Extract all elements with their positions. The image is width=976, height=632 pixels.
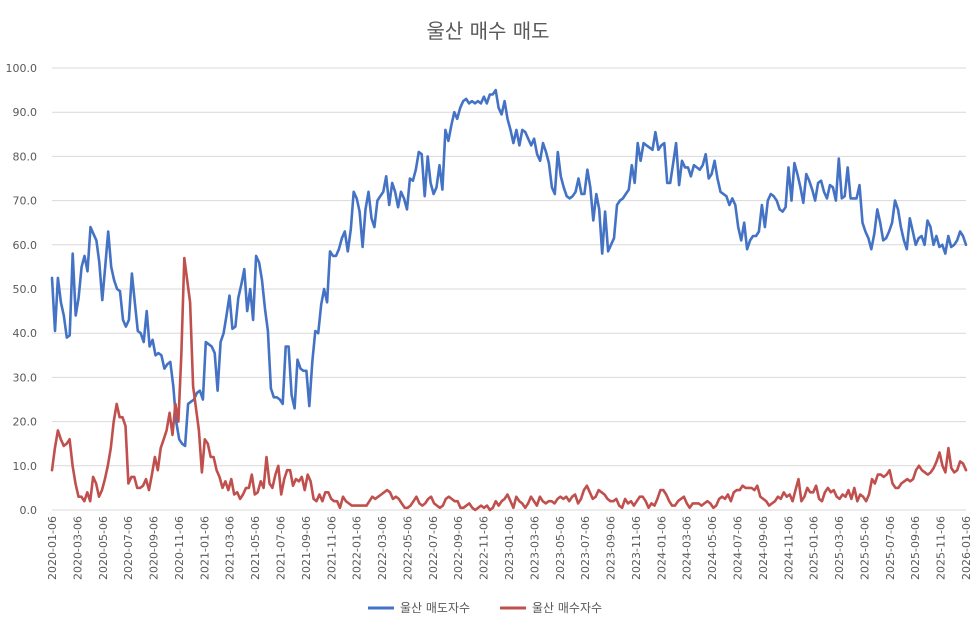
y-tick-label: 90.0	[13, 106, 38, 119]
x-tick-label: 2023-01-06	[503, 516, 516, 580]
y-tick-label: 60.0	[13, 239, 38, 252]
x-tick-label: 2024-11-06	[782, 516, 795, 580]
x-tick-label: 2025-09-06	[909, 516, 922, 580]
y-axis-ticks: 0.0 10.0 20.0 30.0 40.0 50.0 60.0 70.0 80.0 90.0 1…	[6, 62, 38, 517]
y-tick-label: 10.0	[13, 460, 38, 473]
x-tick-label: 2021-01-06	[198, 516, 211, 580]
x-tick-label: 2025-03-06	[833, 516, 846, 580]
x-tick-label: 2023-05-06	[554, 516, 567, 580]
x-tick-label: 2022-11-06	[478, 516, 491, 580]
x-tick-label: 2022-09-06	[452, 516, 465, 580]
x-tick-label: 2021-09-06	[300, 516, 313, 580]
grid-lines	[52, 67, 966, 511]
x-tick-label: 2023-07-06	[579, 516, 592, 580]
x-tick-label: 2024-01-06	[655, 516, 668, 580]
x-tick-label: 2022-03-06	[376, 516, 389, 580]
y-tick-label: 100.0	[6, 62, 38, 75]
legend: 울산 매도자수 울산 매수자수	[368, 601, 602, 615]
x-tick-label: 2021-11-06	[325, 516, 338, 580]
x-axis-ticks: 2020-01-06 2020-03-06 2020-05-06 2020-07-06…	[46, 516, 973, 580]
x-tick-label: 2021-03-06	[224, 516, 237, 580]
x-tick-label: 2024-09-06	[757, 516, 770, 580]
legend-label-1: 울산 매도자수	[400, 601, 470, 615]
y-tick-label: 70.0	[13, 195, 38, 208]
x-tick-label: 2025-07-06	[884, 516, 897, 580]
x-tick-label: 2023-03-06	[528, 516, 541, 580]
x-tick-label: 2024-07-06	[732, 516, 745, 580]
y-tick-label: 30.0	[13, 371, 38, 384]
series-line-2	[50, 256, 968, 512]
x-tick-label: 2020-03-06	[71, 516, 84, 580]
x-tick-label: 2024-05-06	[706, 516, 719, 580]
x-tick-label: 2021-07-06	[275, 516, 288, 580]
x-tick-label: 2023-11-06	[630, 516, 643, 580]
x-tick-label: 2022-05-06	[401, 516, 414, 580]
x-tick-label: 2022-07-06	[427, 516, 440, 580]
x-tick-label: 2025-01-06	[808, 516, 821, 580]
x-tick-label: 2024-03-06	[681, 516, 694, 580]
x-tick-label: 2023-09-06	[605, 516, 618, 580]
legend-label-2: 울산 매수자수	[532, 601, 602, 615]
y-tick-label: 40.0	[13, 327, 38, 340]
x-tick-label: 2021-05-06	[249, 516, 262, 580]
y-tick-label: 50.0	[13, 283, 38, 296]
series-lines	[50, 88, 968, 512]
y-tick-label: 20.0	[13, 416, 38, 429]
x-tick-label: 2022-01-06	[351, 516, 364, 580]
x-tick-label: 2026-01-06	[960, 516, 973, 580]
y-tick-label: 0.0	[20, 504, 38, 517]
x-tick-label: 2025-05-06	[858, 516, 871, 580]
x-tick-label: 2020-09-06	[148, 516, 161, 580]
series-line-1	[50, 88, 968, 448]
x-tick-label: 2020-07-06	[122, 516, 135, 580]
x-tick-label: 2020-05-06	[97, 516, 110, 580]
y-tick-label: 80.0	[13, 150, 38, 163]
chart-title: 울산 매수 매도	[426, 19, 549, 43]
x-tick-label: 2025-11-06	[935, 516, 948, 580]
x-tick-label: 2020-11-06	[173, 516, 186, 580]
x-tick-label: 2020-01-06	[46, 516, 59, 580]
